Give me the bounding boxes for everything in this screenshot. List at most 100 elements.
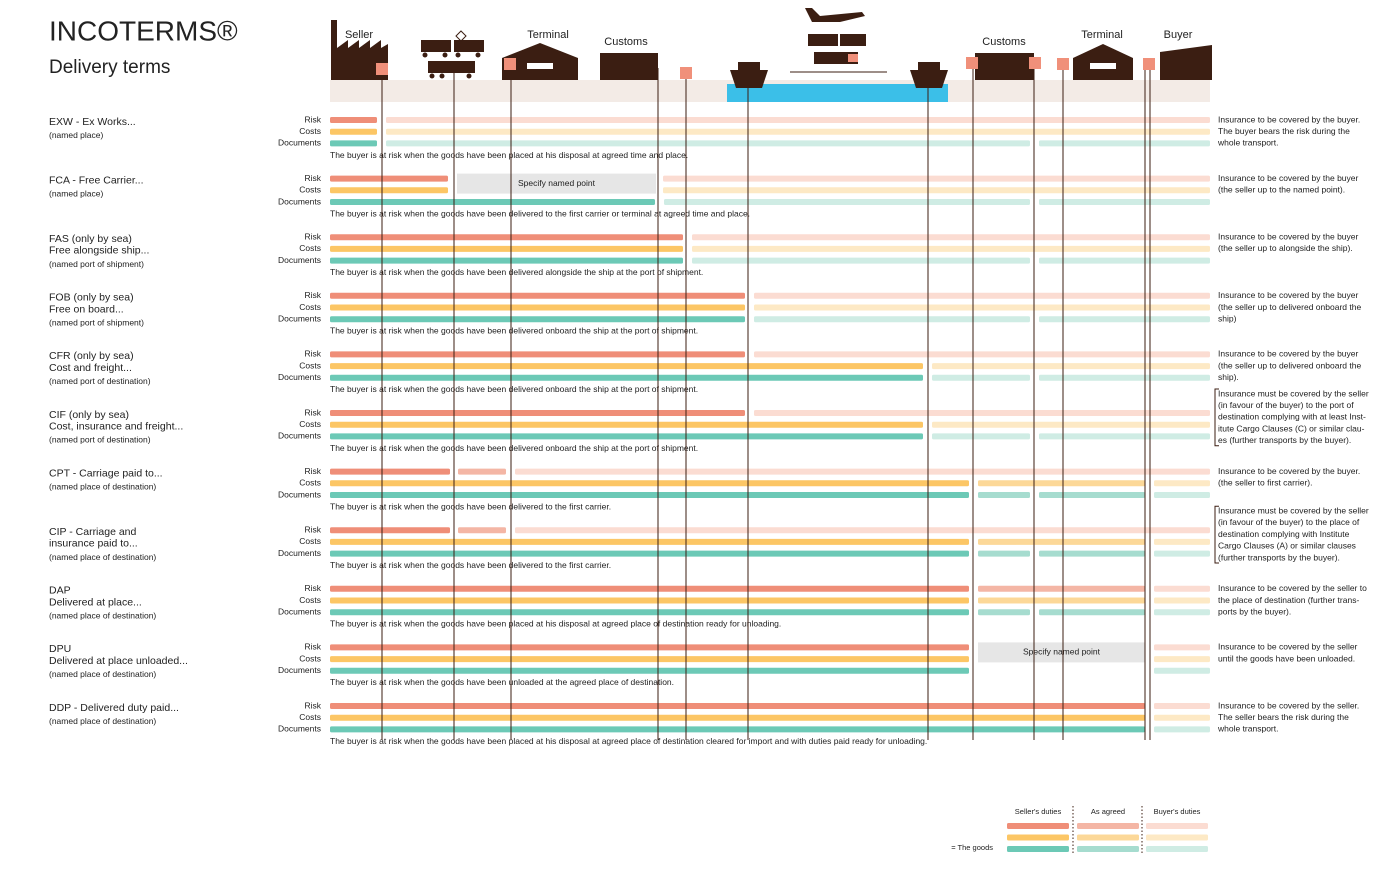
legend-bar: [1146, 834, 1208, 841]
duty-bar: [1154, 492, 1210, 498]
risk-note: The buyer is at risk when the goods have…: [330, 267, 703, 277]
duty-bar: [330, 667, 969, 674]
duty-bar: [330, 714, 1145, 721]
legend-bar: [1077, 834, 1139, 841]
place-label: Terminal: [1081, 29, 1123, 41]
bar-label: Risk: [304, 173, 321, 183]
bar-label: Risk: [304, 583, 321, 593]
duty-bar: [386, 117, 1210, 123]
insurance-note: (the seller to first carrier).: [1218, 478, 1312, 488]
insurance-note: Insurance to be covered by the buyer: [1218, 290, 1359, 300]
duty-bar: [1039, 550, 1145, 557]
duty-bar: [664, 199, 1030, 205]
term-name: DDP - Delivered duty paid...: [49, 702, 179, 714]
legend-bar: [1077, 846, 1139, 852]
handover-marker: [1029, 57, 1041, 69]
duty-bar: [386, 140, 1030, 147]
bar-label: Costs: [299, 419, 321, 429]
bar-label: Costs: [299, 126, 321, 136]
duty-bar: [330, 585, 969, 592]
term-name: Delivered at place...: [49, 596, 142, 608]
term-qualifier: (named place of destination): [49, 552, 156, 562]
term-qualifier: (named place): [49, 130, 104, 140]
specify-box: [457, 173, 656, 194]
term-qualifier: (named place of destination): [49, 716, 156, 726]
subtitle: Delivery terms: [49, 57, 170, 78]
specify-label: Specify named point: [518, 178, 596, 188]
duty-bar: [330, 199, 655, 205]
legend-header: Seller's duties: [1015, 807, 1062, 816]
insurance-note: (the seller up to delivered onboard the: [1218, 302, 1361, 312]
term-name: CFR (only by sea): [49, 350, 134, 362]
duty-bar: [1154, 585, 1210, 592]
duty-bar: [330, 421, 923, 428]
duty-bar: [1039, 316, 1210, 323]
bar-label: Documents: [278, 372, 321, 382]
duty-bar: [692, 234, 1210, 241]
insurance-note: Insurance to be covered by the seller to: [1218, 583, 1367, 593]
duty-bar: [978, 480, 1145, 487]
duty-bar: [1039, 140, 1210, 147]
term-name: Delivered at place unloaded...: [49, 655, 188, 667]
insurance-note: Insurance must be covered by the seller: [1218, 388, 1369, 398]
bar-label: Risk: [304, 349, 321, 359]
duty-bar: [692, 257, 1030, 264]
duty-bar: [754, 292, 1210, 299]
duty-bar: [932, 421, 1210, 428]
bar-label: Costs: [299, 302, 321, 312]
duty-bar: [330, 351, 745, 358]
duty-bar: [1154, 714, 1210, 721]
bar-label: Costs: [299, 360, 321, 370]
term-name: Cost and freight...: [49, 362, 132, 374]
duty-bar: [1154, 480, 1210, 487]
bar-label: Risk: [304, 642, 321, 652]
duty-bar: [330, 597, 969, 604]
place-label: Buyer: [1164, 29, 1193, 41]
bar-label: Costs: [299, 712, 321, 722]
insurance-note: Insurance to be covered by the buyer: [1218, 173, 1359, 183]
bar-label: Risk: [304, 231, 321, 241]
duty-bar: [330, 257, 683, 264]
duty-bar: [330, 480, 969, 487]
duty-bar: [1154, 667, 1210, 674]
insurance-note: itute Cargo Clauses (C) or similar clau-: [1218, 423, 1365, 433]
insurance-note: Insurance to be covered by the buyer: [1218, 231, 1359, 241]
duty-bar: [663, 187, 1210, 194]
duty-bar: [330, 175, 448, 182]
place-label: Seller: [345, 29, 373, 41]
duty-bar: [330, 468, 450, 475]
legend-bar: [1007, 823, 1069, 829]
duty-bar: [330, 433, 923, 440]
duty-bar: [1154, 726, 1210, 733]
bar-label: Costs: [299, 243, 321, 253]
term-qualifier: (named port of shipment): [49, 259, 144, 269]
legend-bar: [1007, 834, 1069, 841]
risk-note: The buyer is at risk when the goods have…: [330, 384, 698, 394]
insurance-note: destination complying with at least Inst…: [1218, 412, 1366, 422]
duty-bar: [1039, 492, 1145, 498]
handover-marker: [1057, 58, 1069, 70]
duty-bar: [330, 527, 450, 534]
duty-bar: [515, 527, 1210, 534]
bar-label: Documents: [278, 489, 321, 499]
risk-note: The buyer is at risk when the goods have…: [330, 208, 750, 218]
duty-bar: [1039, 374, 1210, 381]
duty-bar: [692, 245, 1210, 252]
bracket: [1214, 505, 1219, 564]
bar-label: Costs: [299, 478, 321, 488]
duty-bar: [1154, 656, 1210, 663]
duty-bar: [932, 363, 1210, 370]
term-name: CPT - Carriage paid to...: [49, 467, 163, 479]
bar-label: Documents: [278, 431, 321, 441]
duty-bar: [1039, 257, 1210, 264]
duty-bar: [330, 726, 1145, 733]
bar-label: Risk: [304, 290, 321, 300]
duty-bar: [754, 410, 1210, 416]
duty-bar: [1154, 609, 1210, 616]
duty-bar: [458, 468, 506, 475]
risk-note: The buyer is at risk when the goods have…: [330, 736, 927, 746]
handover-marker: [966, 57, 978, 69]
insurance-note: (the seller up to delivered onboard the: [1218, 360, 1361, 370]
bar-label: Risk: [304, 407, 321, 417]
